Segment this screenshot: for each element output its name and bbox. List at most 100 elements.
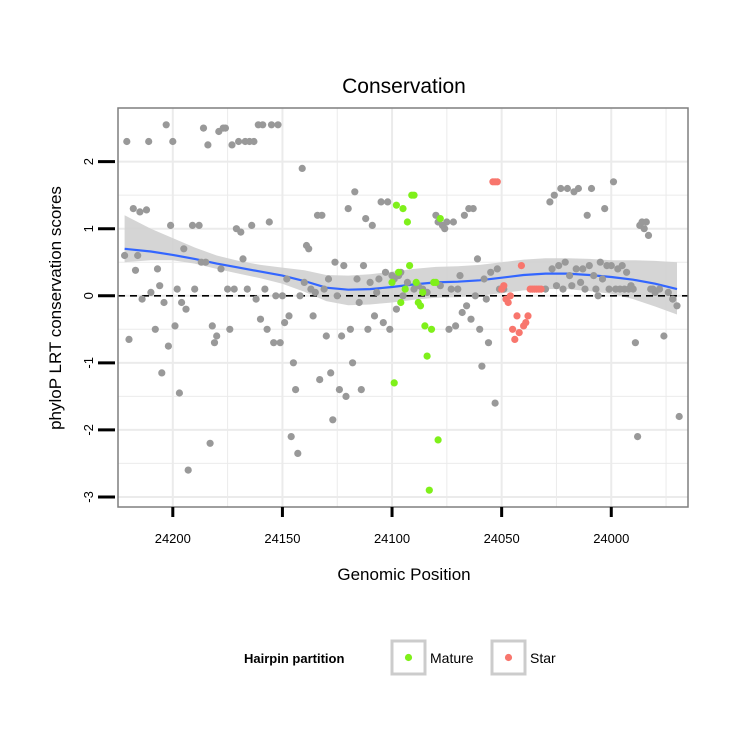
other-point bbox=[480, 275, 488, 283]
other-point bbox=[147, 288, 155, 296]
other-point bbox=[473, 255, 482, 263]
other-point bbox=[158, 369, 166, 377]
other-point bbox=[180, 245, 188, 253]
other-point bbox=[469, 205, 477, 213]
star-point bbox=[515, 329, 523, 337]
other-point bbox=[142, 206, 151, 214]
other-point bbox=[204, 141, 212, 149]
other-point bbox=[263, 325, 271, 333]
other-point bbox=[272, 292, 280, 300]
other-point bbox=[577, 278, 585, 286]
other-point bbox=[309, 312, 317, 320]
mature-point bbox=[419, 288, 427, 296]
mature-point bbox=[410, 191, 418, 199]
other-point bbox=[456, 272, 464, 280]
other-point bbox=[340, 262, 348, 270]
mature-point bbox=[423, 352, 431, 360]
other-point bbox=[364, 325, 372, 333]
other-point bbox=[377, 198, 385, 206]
legend-label-star: Star bbox=[530, 650, 556, 666]
other-point bbox=[121, 251, 129, 260]
other-point bbox=[261, 285, 269, 293]
other-point bbox=[206, 439, 214, 447]
y-tick-label: -2 bbox=[81, 424, 96, 436]
other-point bbox=[285, 312, 293, 320]
other-point bbox=[403, 278, 411, 286]
other-point bbox=[320, 285, 328, 293]
other-point bbox=[463, 302, 471, 310]
other-point bbox=[270, 339, 278, 347]
other-point bbox=[298, 164, 306, 172]
other-point bbox=[287, 433, 295, 441]
other-point bbox=[441, 225, 449, 233]
other-point bbox=[607, 262, 615, 270]
other-point bbox=[476, 325, 484, 333]
other-point bbox=[129, 205, 137, 213]
x-tick-label: 24000 bbox=[593, 531, 629, 546]
other-point bbox=[235, 137, 243, 146]
other-point bbox=[294, 449, 302, 457]
smooth-line bbox=[124, 247, 678, 291]
other-point bbox=[276, 339, 284, 347]
other-point bbox=[292, 386, 300, 394]
other-point bbox=[445, 325, 453, 333]
other-point bbox=[655, 285, 664, 293]
x-tick-label: 24100 bbox=[374, 531, 410, 546]
other-point bbox=[259, 121, 267, 129]
other-point bbox=[386, 325, 394, 333]
legend-marker-star bbox=[504, 653, 513, 662]
other-point bbox=[256, 315, 265, 323]
other-point bbox=[585, 262, 593, 270]
other-point bbox=[634, 433, 642, 441]
other-point bbox=[151, 325, 159, 333]
other-point bbox=[335, 386, 343, 394]
other-point bbox=[331, 258, 339, 266]
other-point bbox=[598, 275, 607, 283]
other-point bbox=[353, 275, 361, 283]
other-point bbox=[281, 319, 289, 327]
star-point bbox=[517, 262, 526, 270]
other-point bbox=[454, 285, 462, 293]
mature-point bbox=[401, 285, 409, 293]
other-point bbox=[311, 288, 319, 296]
other-point bbox=[368, 221, 376, 229]
other-point bbox=[184, 466, 192, 474]
other-point bbox=[283, 275, 291, 283]
other-point bbox=[342, 392, 350, 400]
other-point bbox=[555, 262, 563, 270]
mature-point bbox=[412, 278, 420, 286]
other-point bbox=[252, 295, 260, 303]
other-point bbox=[123, 137, 131, 146]
other-point bbox=[136, 208, 144, 216]
other-point bbox=[579, 265, 587, 273]
other-point bbox=[583, 211, 591, 219]
other-point bbox=[305, 245, 313, 253]
other-point bbox=[138, 295, 146, 303]
other-point bbox=[574, 184, 583, 193]
other-point bbox=[669, 295, 677, 303]
other-point bbox=[131, 266, 140, 274]
other-point bbox=[601, 205, 609, 213]
other-point bbox=[381, 268, 390, 276]
other-point bbox=[296, 292, 304, 300]
other-point bbox=[338, 332, 346, 340]
other-point bbox=[629, 285, 637, 293]
other-point bbox=[344, 205, 352, 213]
other-point bbox=[226, 325, 234, 333]
other-point bbox=[175, 389, 183, 397]
y-tick-label: -3 bbox=[81, 491, 96, 503]
other-point bbox=[267, 121, 276, 129]
panel-border bbox=[117, 107, 689, 508]
other-point bbox=[482, 295, 490, 303]
other-point bbox=[274, 121, 282, 129]
other-point bbox=[491, 399, 499, 407]
x-tick-label: 24050 bbox=[484, 531, 520, 546]
other-point bbox=[447, 285, 455, 293]
other-point bbox=[327, 369, 335, 377]
star-point bbox=[537, 285, 545, 293]
x-axis-ticks: 24200 24150 24100 24050 24000 bbox=[155, 507, 629, 546]
other-point bbox=[237, 228, 245, 236]
other-point bbox=[458, 308, 466, 317]
other-point bbox=[125, 335, 133, 343]
other-point bbox=[618, 262, 626, 270]
